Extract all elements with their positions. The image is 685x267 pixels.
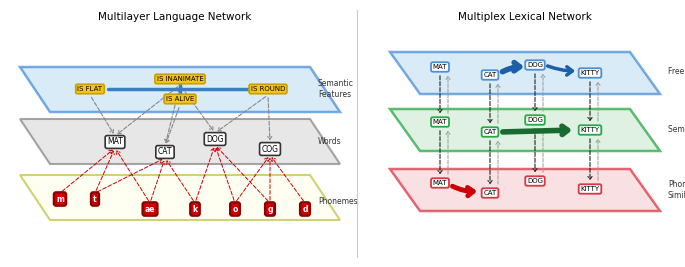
Text: Multiplex Lexical Network: Multiplex Lexical Network xyxy=(458,12,592,22)
Text: DOG: DOG xyxy=(527,117,543,123)
Text: KITTY: KITTY xyxy=(580,70,599,76)
Polygon shape xyxy=(20,67,340,112)
Text: DOG: DOG xyxy=(206,135,224,143)
Text: Multilayer Language Network: Multilayer Language Network xyxy=(99,12,251,22)
Polygon shape xyxy=(390,169,660,211)
Text: KITTY: KITTY xyxy=(580,186,599,192)
Text: o: o xyxy=(232,205,238,214)
Text: CAT: CAT xyxy=(158,147,172,156)
Text: CAT: CAT xyxy=(484,129,497,135)
Text: t: t xyxy=(93,194,97,203)
Text: DOG: DOG xyxy=(527,62,543,68)
Text: CAT: CAT xyxy=(484,190,497,196)
Polygon shape xyxy=(390,52,660,94)
Text: IS INANIMATE: IS INANIMATE xyxy=(157,76,203,82)
Text: Words: Words xyxy=(318,138,342,147)
Text: Phonological
Similarities: Phonological Similarities xyxy=(668,180,685,200)
Text: MAT: MAT xyxy=(107,138,123,147)
Text: d: d xyxy=(302,205,308,214)
Polygon shape xyxy=(20,119,340,164)
Text: MAT: MAT xyxy=(433,64,447,70)
Text: KITTY: KITTY xyxy=(580,127,599,133)
Text: ae: ae xyxy=(145,205,155,214)
Text: IS ROUND: IS ROUND xyxy=(251,86,285,92)
Text: COG: COG xyxy=(262,144,279,154)
Polygon shape xyxy=(20,175,340,220)
Polygon shape xyxy=(390,109,660,151)
Text: Semantic
Features: Semantic Features xyxy=(318,79,354,99)
Text: IS ALIVE: IS ALIVE xyxy=(166,96,194,102)
Text: MAT: MAT xyxy=(433,119,447,125)
Text: k: k xyxy=(192,205,197,214)
Text: IS FLAT: IS FLAT xyxy=(77,86,103,92)
Text: CAT: CAT xyxy=(484,72,497,78)
Text: g: g xyxy=(267,205,273,214)
Text: Phonemes: Phonemes xyxy=(318,198,358,206)
Text: m: m xyxy=(56,194,64,203)
Text: DOG: DOG xyxy=(527,178,543,184)
Text: Free Associations: Free Associations xyxy=(668,66,685,76)
Text: Semantic Overlap: Semantic Overlap xyxy=(668,125,685,135)
Text: MAT: MAT xyxy=(433,180,447,186)
